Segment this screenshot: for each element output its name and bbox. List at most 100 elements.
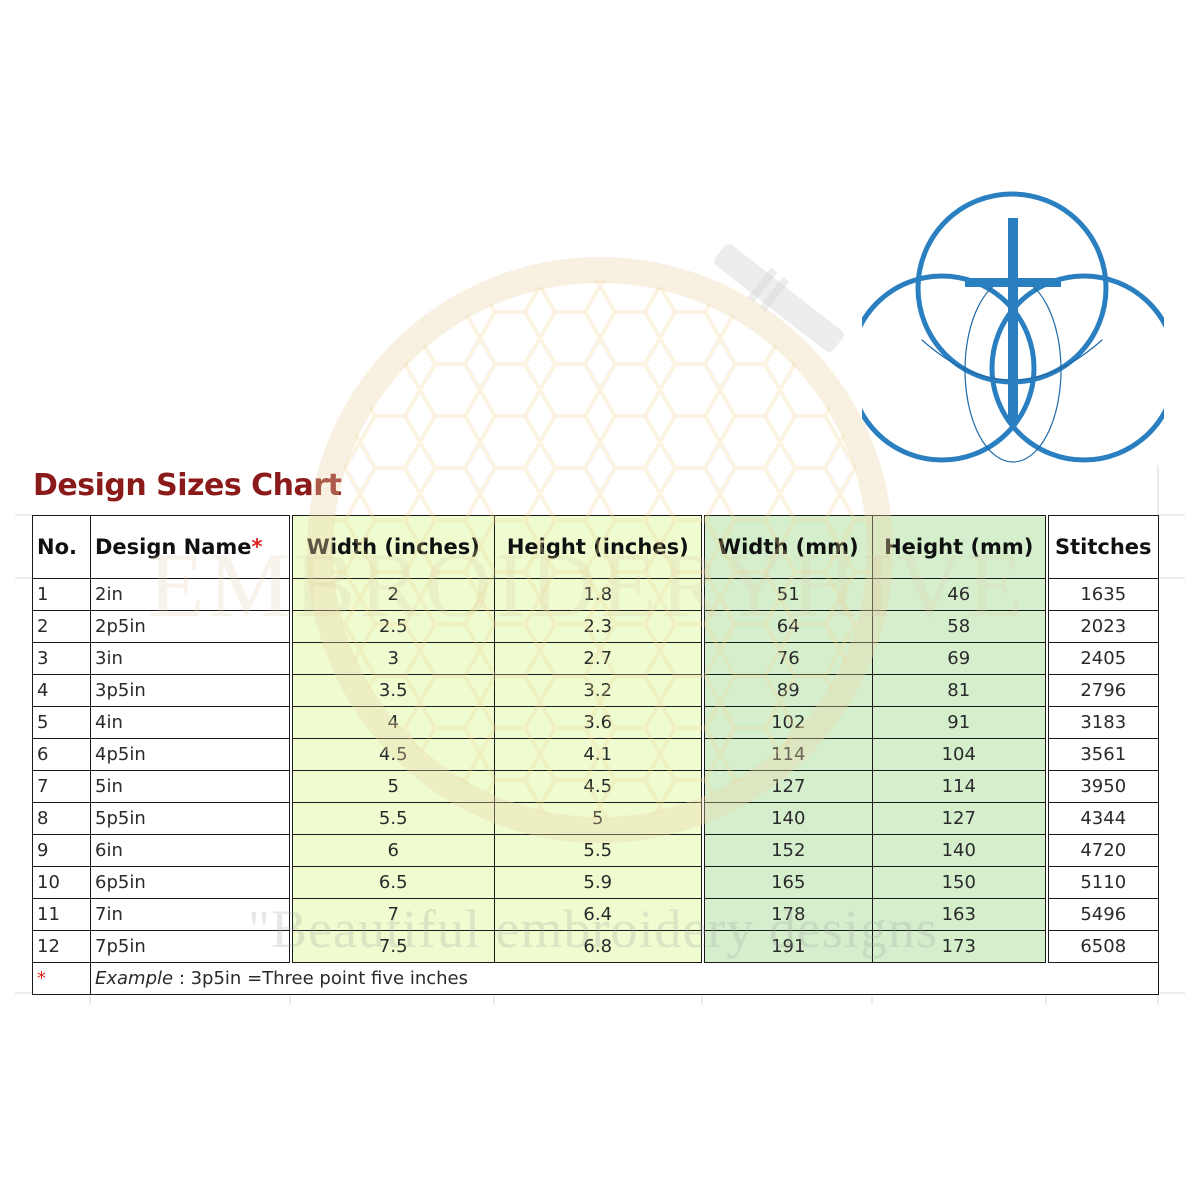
cell-height-inches: 2.7 <box>494 642 703 675</box>
table-row: 12 7p5in 7.5 6.8 191 173 6508 <box>32 930 1159 963</box>
cell-height-inches: 4.5 <box>494 770 703 803</box>
cell-width-inches: 2 <box>288 578 495 611</box>
cell-design-name: 7in <box>90 898 291 931</box>
cell-width-mm: 76 <box>700 642 873 675</box>
table-row: 1 2in 2 1.8 51 46 1635 <box>32 578 1159 611</box>
footnote-label: Example <box>95 968 174 989</box>
cell-height-mm: 81 <box>872 674 1047 707</box>
cell-no: 4 <box>32 674 91 707</box>
table-row: 4 3p5in 3.5 3.2 89 81 2796 <box>32 674 1159 707</box>
cell-width-inches: 3.5 <box>288 674 495 707</box>
cell-design-name: 4in <box>90 706 291 739</box>
header-width-inches: Width (inches) <box>288 515 495 579</box>
table-row: 8 5p5in 5.5 5 140 127 4344 <box>32 802 1159 835</box>
cell-design-name: 7p5in <box>90 930 291 963</box>
cell-design-name: 3p5in <box>90 674 291 707</box>
cell-stitches: 3183 <box>1044 706 1159 739</box>
table-row: 11 7in 7 6.4 178 163 5496 <box>32 898 1159 931</box>
header-design-name: Design Name* <box>90 515 291 579</box>
cell-design-name: 5p5in <box>90 802 291 835</box>
cell-height-mm: 150 <box>872 866 1047 899</box>
cell-no: 8 <box>32 802 91 835</box>
cell-width-mm: 191 <box>700 930 873 963</box>
cell-width-inches: 4.5 <box>288 738 495 771</box>
cell-height-inches: 3.6 <box>494 706 703 739</box>
cell-width-inches: 3 <box>288 642 495 675</box>
cell-design-name: 4p5in <box>90 738 291 771</box>
cell-width-mm: 102 <box>700 706 873 739</box>
cell-design-name: 6p5in <box>90 866 291 899</box>
cell-height-mm: 163 <box>872 898 1047 931</box>
header-width-mm: Width (mm) <box>700 515 873 579</box>
cell-height-inches: 3.2 <box>494 674 703 707</box>
header-height-mm: Height (mm) <box>872 515 1047 579</box>
cell-stitches: 2023 <box>1044 610 1159 643</box>
cell-design-name: 2p5in <box>90 610 291 643</box>
cell-width-mm: 165 <box>700 866 873 899</box>
cell-width-inches: 2.5 <box>288 610 495 643</box>
cell-height-mm: 46 <box>872 578 1047 611</box>
cell-no: 1 <box>32 578 91 611</box>
table-row: 2 2p5in 2.5 2.3 64 58 2023 <box>32 610 1159 643</box>
cell-width-inches: 7 <box>288 898 495 931</box>
cell-width-mm: 64 <box>700 610 873 643</box>
cell-height-mm: 69 <box>872 642 1047 675</box>
header-design-name-label: Design Name <box>95 535 252 559</box>
cell-no: 11 <box>32 898 91 931</box>
cell-width-mm: 89 <box>700 674 873 707</box>
header-no: No. <box>32 515 91 579</box>
table-row: 3 3in 3 2.7 76 69 2405 <box>32 642 1159 675</box>
cell-width-mm: 114 <box>700 738 873 771</box>
cell-height-mm: 114 <box>872 770 1047 803</box>
table-header-row: No. Design Name* Width (inches) Height (… <box>32 515 1159 579</box>
cell-width-inches: 5 <box>288 770 495 803</box>
table-row: 9 6in 6 5.5 152 140 4720 <box>32 834 1159 867</box>
cell-no: 3 <box>32 642 91 675</box>
cell-stitches: 2405 <box>1044 642 1159 675</box>
footnote-mark-cell: * <box>32 962 91 995</box>
trinity-circles-cross-icon <box>862 191 1164 463</box>
cell-height-mm: 58 <box>872 610 1047 643</box>
cell-width-inches: 7.5 <box>288 930 495 963</box>
cell-width-mm: 140 <box>700 802 873 835</box>
cell-no: 12 <box>32 930 91 963</box>
cell-stitches: 3561 <box>1044 738 1159 771</box>
header-stitches: Stitches <box>1044 515 1159 579</box>
cell-design-name: 2in <box>90 578 291 611</box>
cell-stitches: 6508 <box>1044 930 1159 963</box>
footnote-row: * Example : 3p5in =Three point five inch… <box>32 962 1159 995</box>
cell-stitches: 5110 <box>1044 866 1159 899</box>
cell-stitches: 4344 <box>1044 802 1159 835</box>
cell-height-mm: 140 <box>872 834 1047 867</box>
cell-height-mm: 173 <box>872 930 1047 963</box>
cell-height-inches: 2.3 <box>494 610 703 643</box>
cell-height-mm: 127 <box>872 802 1047 835</box>
cell-height-inches: 1.8 <box>494 578 703 611</box>
cell-no: 5 <box>32 706 91 739</box>
table-row: 5 4in 4 3.6 102 91 3183 <box>32 706 1159 739</box>
cell-height-inches: 5.5 <box>494 834 703 867</box>
asterisk-mark: * <box>251 535 263 559</box>
cell-width-inches: 4 <box>288 706 495 739</box>
cell-width-inches: 5.5 <box>288 802 495 835</box>
asterisk-mark: * <box>37 968 46 989</box>
design-sizes-table: No. Design Name* Width (inches) Height (… <box>32 515 1159 995</box>
table-row: 6 4p5in 4.5 4.1 114 104 3561 <box>32 738 1159 771</box>
cell-stitches: 2796 <box>1044 674 1159 707</box>
cell-width-mm: 152 <box>700 834 873 867</box>
cell-width-mm: 51 <box>700 578 873 611</box>
cell-design-name: 3in <box>90 642 291 675</box>
cell-no: 7 <box>32 770 91 803</box>
table-row: 7 5in 5 4.5 127 114 3950 <box>32 770 1159 803</box>
cell-width-inches: 6 <box>288 834 495 867</box>
footnote-text: : 3p5in =Three point five inches <box>173 968 469 989</box>
cell-design-name: 5in <box>90 770 291 803</box>
cell-height-inches: 5 <box>494 802 703 835</box>
cell-no: 10 <box>32 866 91 899</box>
cell-stitches: 4720 <box>1044 834 1159 867</box>
cell-height-inches: 6.4 <box>494 898 703 931</box>
cell-design-name: 6in <box>90 834 291 867</box>
cell-no: 6 <box>32 738 91 771</box>
cell-stitches: 5496 <box>1044 898 1159 931</box>
cell-height-inches: 6.8 <box>494 930 703 963</box>
